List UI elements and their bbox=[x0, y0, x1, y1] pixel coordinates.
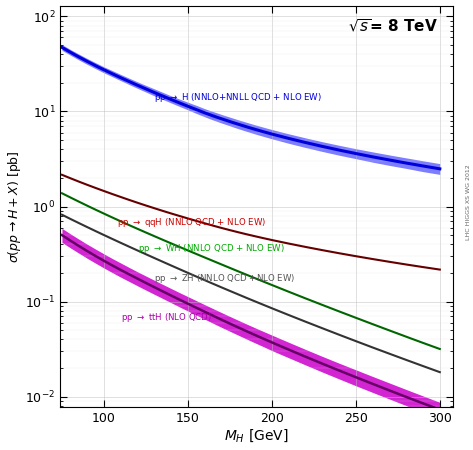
Text: pp $\rightarrow$ WH (NNLO QCD + NLO EW): pp $\rightarrow$ WH (NNLO QCD + NLO EW) bbox=[138, 242, 284, 255]
Text: pp $\rightarrow$ qqH (NNLO QCD + NLO EW): pp $\rightarrow$ qqH (NNLO QCD + NLO EW) bbox=[117, 216, 267, 229]
X-axis label: $M_H$ [GeV]: $M_H$ [GeV] bbox=[225, 428, 289, 445]
Y-axis label: $\sigma(pp \rightarrow H+X)$ [pb]: $\sigma(pp \rightarrow H+X)$ [pb] bbox=[6, 150, 23, 263]
Text: pp $\rightarrow$ ZH (NNLO QCD +NLO EW): pp $\rightarrow$ ZH (NNLO QCD +NLO EW) bbox=[154, 272, 296, 285]
Text: pp $\rightarrow$ H (NNLO+NNLL QCD + NLO EW): pp $\rightarrow$ H (NNLO+NNLL QCD + NLO … bbox=[154, 91, 323, 104]
Text: pp $\rightarrow$ ttH (NLO QCD): pp $\rightarrow$ ttH (NLO QCD) bbox=[121, 311, 212, 324]
Text: $\sqrt{s}$= 8 TeV: $\sqrt{s}$= 8 TeV bbox=[348, 18, 438, 35]
Text: LHC HIGGS XS WG 2012: LHC HIGGS XS WG 2012 bbox=[466, 165, 471, 240]
